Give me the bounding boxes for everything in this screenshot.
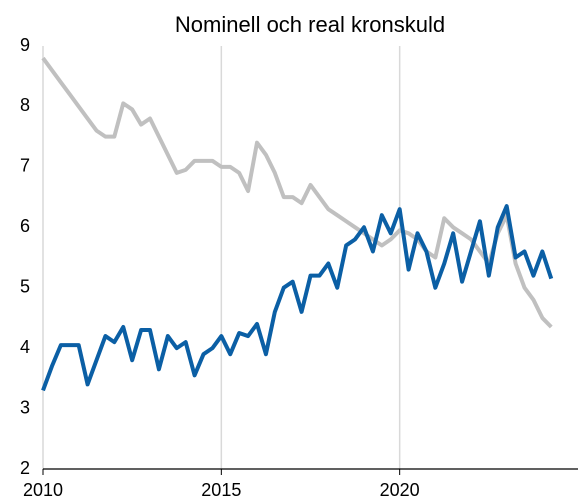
y-tick-label: 6 [20,216,30,236]
y-tick-label: 5 [20,276,30,296]
y-tick-label: 9 [20,35,30,55]
x-tick-label: 2010 [23,480,63,500]
y-tick-label: 8 [20,95,30,115]
line [41,56,553,329]
y-tick-label: 7 [20,156,30,176]
y-tick-label: 2 [20,458,30,478]
x-tick-label: 2015 [201,480,241,500]
chart-title: Nominell och real kronskuld [175,12,445,37]
x-tick-label: 2020 [380,480,420,500]
y-tick-label: 3 [20,397,30,417]
y-tick-label: 4 [20,337,30,357]
line [41,204,554,392]
